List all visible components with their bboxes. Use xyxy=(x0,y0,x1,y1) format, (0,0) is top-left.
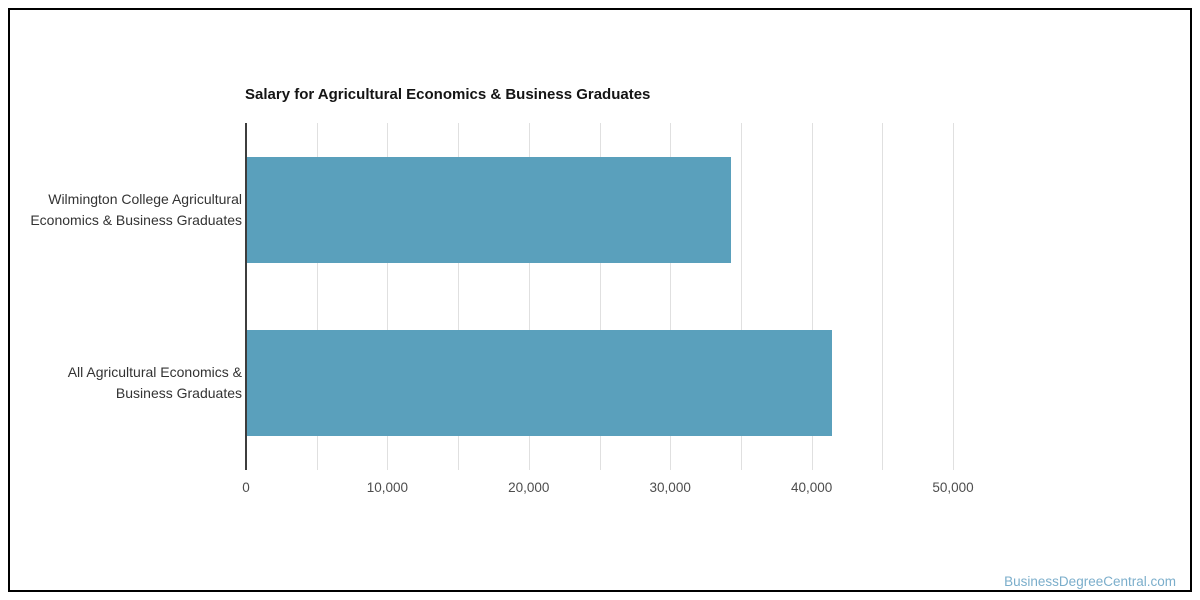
x-tick-label-10000: 10,000 xyxy=(366,480,409,495)
category-label-1: All Agricultural Economics & Business Gra… xyxy=(0,362,242,404)
gridline-10000 xyxy=(387,123,389,470)
gridline-30000 xyxy=(670,123,672,470)
category-label-line: Business Graduates xyxy=(115,385,242,402)
category-label-line: All Agricultural Economics & xyxy=(67,364,242,381)
gridline-35000 xyxy=(740,123,742,470)
bar-0 xyxy=(247,156,732,263)
category-label-line: Economics & Business Graduates xyxy=(30,211,242,228)
gridline-45000 xyxy=(882,123,884,470)
x-tick-label-40000: 40,000 xyxy=(790,480,833,495)
category-label-0: Wilmington College Agricultural Economics… xyxy=(0,189,242,231)
gridline-5000 xyxy=(316,123,318,470)
x-tick-label-0: 0 xyxy=(242,480,250,495)
gridline-20000 xyxy=(528,123,530,470)
x-tick-label-20000: 20,000 xyxy=(508,480,550,495)
x-tick-label-50000: 50,000 xyxy=(932,480,974,495)
plot-area: 0 10,000 20,000 30,000 40,000 50,000 Wilmingt… xyxy=(30,123,1010,495)
gridline-40000 xyxy=(811,123,813,470)
x-tick-label-30000: 30,000 xyxy=(649,480,691,495)
watermark-link[interactable]: BusinessDegreeCentral.com xyxy=(1004,574,1176,589)
chart-title: Salary for Agricultural Economics & Busi… xyxy=(245,86,651,103)
gridline-25000 xyxy=(599,123,601,470)
category-label-line: Wilmington College Agricultural xyxy=(48,190,242,207)
y-axis-line xyxy=(245,123,247,470)
gridline-15000 xyxy=(458,123,460,470)
gridline-50000 xyxy=(953,123,954,470)
bar-1 xyxy=(247,330,833,437)
